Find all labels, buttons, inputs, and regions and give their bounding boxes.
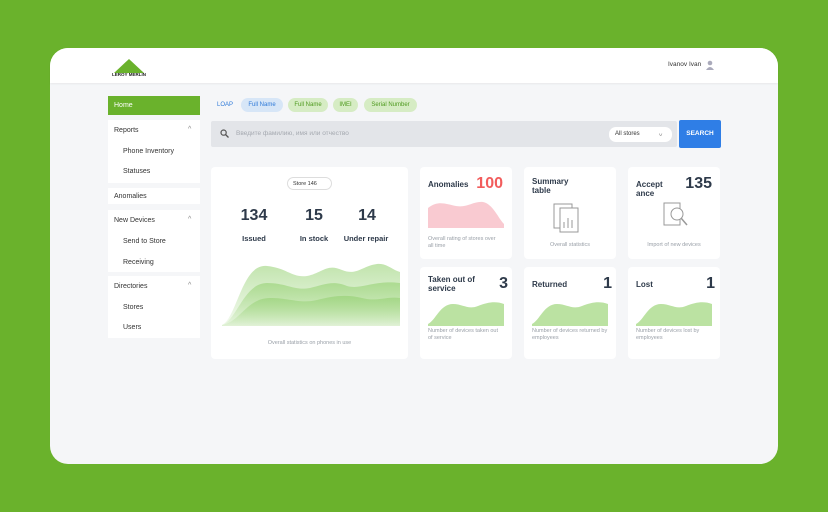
- store-dropdown-text: Store 146: [293, 181, 317, 187]
- nav-item[interactable]: Receiving: [123, 259, 154, 266]
- logo-text: LEROY MERLIN: [112, 72, 146, 77]
- store-select-text[interactable]: All stores: [615, 131, 640, 137]
- card-chart: [636, 302, 712, 326]
- search-button[interactable]: SEARCH: [679, 120, 721, 148]
- card-caption: Overall statistics: [549, 242, 591, 248]
- filter-label: LOAP: [217, 102, 234, 108]
- stat-value: 15: [305, 207, 323, 224]
- card-chart: [428, 302, 504, 326]
- card-icon: [663, 202, 688, 226]
- search-bar[interactable]: [211, 121, 677, 147]
- card-caption: Import of new devices: [647, 242, 701, 248]
- nav-label: Home: [114, 102, 133, 109]
- filter-chip[interactable]: Full Name: [288, 98, 328, 112]
- overview-caption: Overall statistics on phones in use: [267, 340, 352, 346]
- card-title: Acceptance: [636, 180, 663, 198]
- card-title: Returned: [532, 280, 568, 289]
- nav-group: [108, 120, 200, 183]
- chevron[interactable]: ^: [659, 129, 663, 136]
- nav-group: [108, 276, 200, 338]
- user-icon[interactable]: [705, 60, 715, 70]
- filter-chip[interactable]: Serial Number: [364, 98, 417, 112]
- overview-chart: [222, 263, 400, 326]
- nav-group-title[interactable]: Reports: [114, 127, 139, 134]
- card-title: Lost: [636, 280, 653, 289]
- search-placeholder[interactable]: Введите фамилию, имя или отчество: [236, 130, 349, 137]
- stat-label: In stock: [299, 234, 329, 243]
- card-caption: Number of devices returned by employees: [532, 328, 608, 341]
- store-select[interactable]: [609, 127, 672, 142]
- user-name[interactable]: Ivanov Ivan: [668, 61, 702, 68]
- nav-item[interactable]: Users: [123, 324, 142, 331]
- search-icon: [220, 129, 229, 138]
- header: [50, 48, 778, 83]
- card-value: 1: [706, 275, 715, 292]
- nav-home[interactable]: Home: [108, 96, 200, 115]
- logo: LEROY MERLIN: [112, 59, 146, 77]
- nav-item[interactable]: Send to Store: [123, 238, 166, 245]
- card-value: 1: [603, 275, 612, 292]
- card-value: 3: [499, 275, 508, 292]
- stat-value: 134: [240, 207, 268, 224]
- card-caption: Number of devices lost by employees: [636, 328, 700, 341]
- chevron[interactable]: ^: [188, 282, 192, 289]
- nav-item[interactable]: Statuses: [123, 168, 151, 175]
- nav-item[interactable]: Phone Inventory: [123, 148, 174, 155]
- nav-item[interactable]: Stores: [123, 304, 144, 311]
- card-value: 135: [685, 175, 712, 192]
- card-chart: [428, 201, 504, 228]
- card-title: Summary table: [532, 177, 569, 195]
- nav-group: [108, 210, 200, 272]
- chevron[interactable]: ^: [188, 126, 192, 133]
- nav-group-title[interactable]: Anomalies: [114, 193, 147, 200]
- card-caption: Overall rating of stores over all time: [428, 236, 496, 249]
- store-dropdown[interactable]: Store 146: [287, 177, 332, 190]
- filter-chip[interactable]: Full Name: [241, 98, 283, 112]
- nav-group-title[interactable]: New Devices: [114, 217, 155, 224]
- card-value: 100: [476, 175, 503, 192]
- card-icon: [553, 203, 579, 233]
- card-title: Taken out of service: [428, 275, 475, 293]
- nav-group: [108, 188, 200, 204]
- stat-label: Issued: [242, 234, 266, 243]
- nav-group-title[interactable]: Directories: [114, 283, 148, 290]
- stat-label: Under repair: [343, 234, 389, 243]
- card-title: Anomalies: [428, 180, 469, 189]
- chevron[interactable]: ^: [188, 216, 192, 223]
- stat-value: 14: [358, 207, 376, 224]
- card-chart: [532, 302, 608, 326]
- overview-card: [211, 167, 408, 359]
- filter-chip[interactable]: IMEI: [333, 98, 358, 112]
- card-caption: Number of devices taken out of service: [428, 328, 499, 341]
